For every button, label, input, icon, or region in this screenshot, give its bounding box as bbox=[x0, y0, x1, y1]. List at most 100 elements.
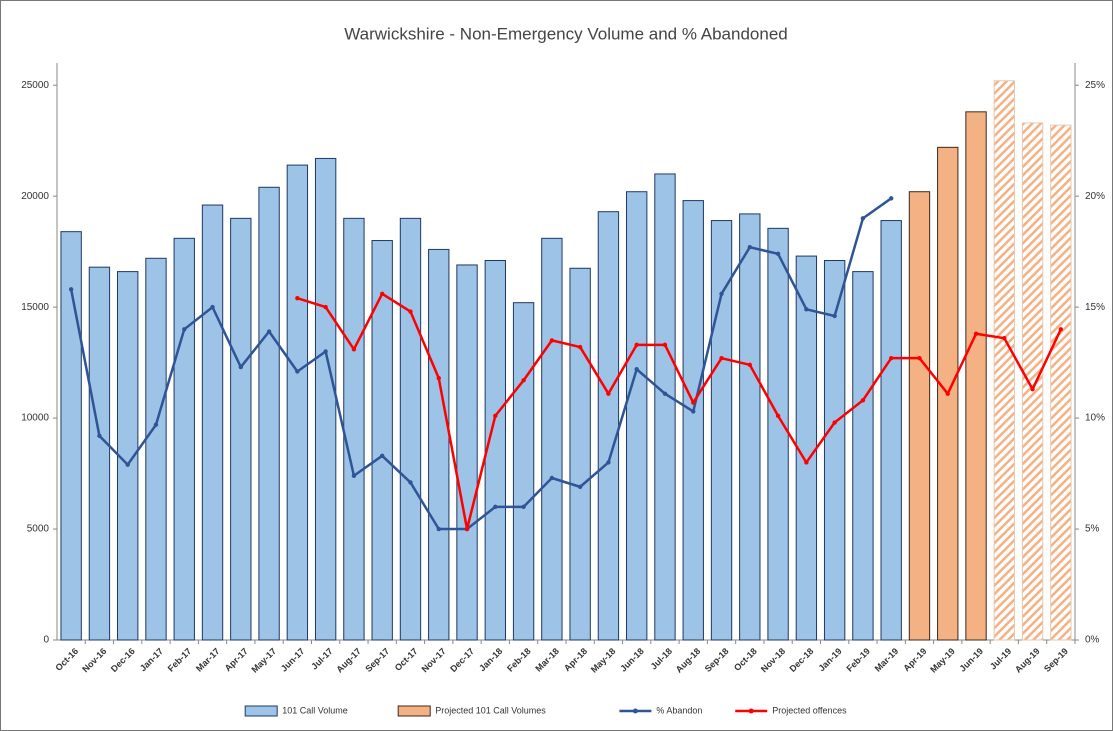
y-tick-label: 10000 bbox=[21, 413, 49, 424]
line-marker bbox=[888, 355, 894, 361]
line-marker bbox=[351, 347, 357, 352]
line-marker bbox=[521, 504, 526, 510]
y2-tick-label: 10% bbox=[1085, 413, 1105, 424]
line-marker bbox=[662, 342, 668, 348]
line-marker bbox=[577, 484, 583, 490]
legend-swatch bbox=[397, 705, 431, 717]
line-marker bbox=[125, 462, 130, 467]
y-tick-label: 25000 bbox=[21, 80, 49, 91]
line-marker bbox=[634, 342, 639, 348]
legend-label: Projected 101 Call Volumes bbox=[435, 705, 546, 715]
line-marker bbox=[719, 355, 724, 361]
bar bbox=[880, 220, 902, 641]
line-marker bbox=[1030, 387, 1035, 392]
bar bbox=[541, 237, 563, 641]
bar bbox=[993, 80, 1015, 641]
line-marker bbox=[436, 375, 441, 381]
line-marker bbox=[662, 391, 668, 396]
legend-label: Projected offences bbox=[772, 705, 847, 715]
bar bbox=[428, 248, 450, 641]
bar bbox=[201, 204, 224, 641]
line-marker bbox=[577, 344, 583, 350]
line-marker bbox=[97, 433, 102, 439]
bar bbox=[173, 237, 195, 641]
line-marker bbox=[436, 526, 441, 532]
line-marker bbox=[464, 526, 470, 532]
line-marker bbox=[182, 327, 187, 332]
line-marker bbox=[295, 296, 300, 301]
bar bbox=[456, 264, 478, 641]
bar bbox=[654, 173, 676, 641]
line-marker bbox=[888, 196, 894, 201]
line-marker bbox=[719, 291, 724, 296]
line-marker bbox=[860, 216, 866, 221]
line-marker bbox=[323, 349, 328, 354]
line-marker bbox=[351, 473, 357, 478]
bar bbox=[965, 111, 987, 641]
legend-label: 101 Call Volume bbox=[282, 705, 348, 715]
bar bbox=[1021, 122, 1044, 641]
bar bbox=[371, 240, 393, 641]
bar bbox=[597, 211, 620, 641]
legend-swatch bbox=[244, 705, 278, 717]
line-marker bbox=[210, 304, 215, 310]
bar bbox=[908, 191, 931, 641]
line-marker bbox=[973, 331, 979, 336]
bar bbox=[314, 157, 337, 641]
line-marker bbox=[323, 304, 328, 310]
line-marker bbox=[634, 367, 639, 372]
bar bbox=[60, 231, 82, 641]
line-marker bbox=[747, 244, 753, 250]
legend-marker bbox=[632, 708, 638, 714]
line bbox=[296, 292, 1062, 531]
line-marker bbox=[804, 460, 809, 465]
line-marker bbox=[691, 400, 696, 405]
line-marker bbox=[379, 453, 385, 459]
bar bbox=[852, 271, 874, 641]
bar bbox=[286, 164, 309, 641]
line-marker bbox=[295, 369, 300, 374]
y-tick-label: 5000 bbox=[27, 524, 50, 535]
line-marker bbox=[747, 362, 753, 368]
bar bbox=[484, 260, 506, 641]
line-marker bbox=[775, 251, 781, 257]
line-marker bbox=[379, 291, 385, 296]
line-marker bbox=[408, 480, 413, 485]
bar bbox=[1050, 124, 1072, 641]
line-marker bbox=[1002, 335, 1007, 341]
y-tick-label: 15000 bbox=[21, 302, 49, 313]
bar bbox=[343, 217, 365, 641]
legend-label: % Abandon bbox=[656, 705, 702, 715]
bar bbox=[230, 217, 252, 641]
bar bbox=[823, 260, 846, 641]
bar bbox=[682, 200, 704, 641]
line-marker bbox=[775, 413, 781, 419]
line-marker bbox=[153, 422, 159, 427]
bar bbox=[739, 213, 761, 641]
line-marker bbox=[238, 364, 244, 370]
line-marker bbox=[266, 329, 272, 334]
line bbox=[69, 197, 892, 531]
line-marker bbox=[860, 398, 866, 403]
line-marker bbox=[832, 313, 837, 319]
line-marker bbox=[549, 338, 555, 343]
line-marker bbox=[606, 460, 611, 465]
line-marker bbox=[68, 287, 74, 292]
bar bbox=[88, 266, 111, 641]
line-marker bbox=[521, 378, 526, 383]
y-tick-label: 0 bbox=[43, 635, 49, 646]
bar bbox=[258, 186, 280, 641]
y2-tick-label: 0% bbox=[1085, 635, 1100, 646]
line-marker bbox=[832, 420, 837, 425]
line-marker bbox=[804, 307, 809, 312]
line-marker bbox=[549, 475, 555, 481]
chart-title: Warwickshire - Non-Emergency Volume and … bbox=[344, 24, 787, 43]
line-marker bbox=[917, 355, 922, 361]
bar bbox=[399, 217, 422, 641]
bar bbox=[626, 191, 648, 641]
line-marker bbox=[945, 391, 950, 396]
bar bbox=[767, 227, 789, 641]
line-marker bbox=[493, 504, 498, 510]
